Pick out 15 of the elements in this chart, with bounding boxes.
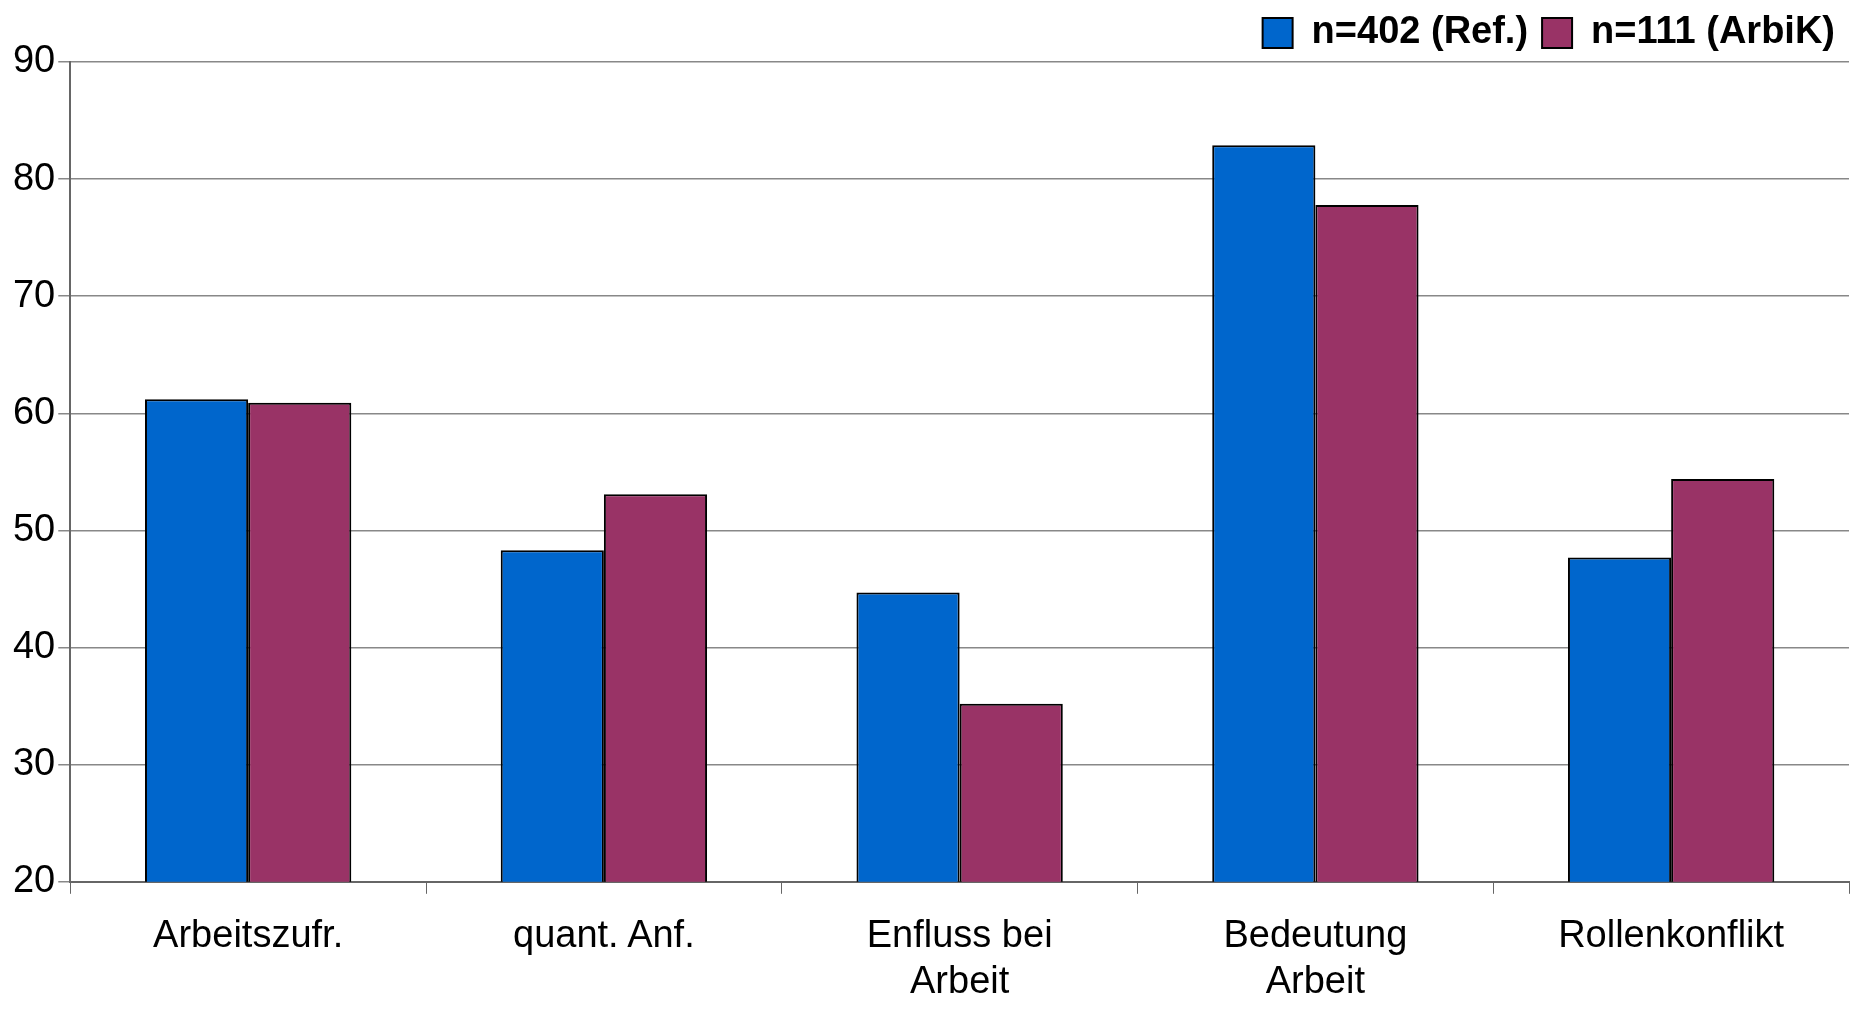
- y-tick-label: 90: [12, 38, 56, 81]
- x-tick-label: Bedeutung Arbeit: [1223, 913, 1408, 1001]
- x-tick-label: quant. Anf.: [513, 913, 695, 956]
- x-tick-label: Rollenkonflikt: [1558, 913, 1785, 956]
- legend-label: n=111 (ArbiK): [1591, 9, 1835, 52]
- y-tick-label: 50: [12, 506, 56, 549]
- x-tick-label: Arbeitszufr.: [153, 913, 344, 956]
- y-tick-label: 30: [12, 741, 56, 784]
- legend-label: n=402 (Ref.): [1311, 9, 1529, 52]
- y-tick-label: 40: [12, 624, 56, 667]
- y-tick-label: 80: [12, 155, 56, 198]
- y-tick-label: 60: [12, 389, 56, 432]
- x-tick-label: Enfluss bei Arbeit: [866, 913, 1053, 1001]
- y-tick-label: 20: [12, 858, 56, 901]
- y-tick-label: 70: [12, 272, 56, 315]
